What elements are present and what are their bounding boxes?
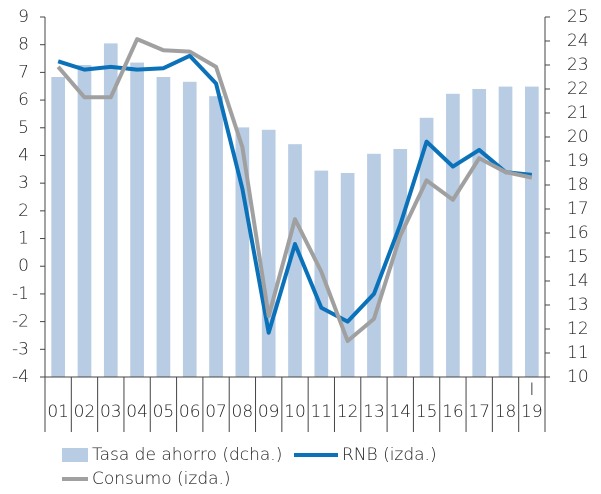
y-tick-label: -2 [12,312,29,332]
x-tick-label: 16 [442,402,464,422]
bar [182,81,197,378]
legend-label: Consumo (izda.) [92,469,231,489]
y-tick-label: 6 [18,90,29,110]
bar [209,96,223,377]
bar [525,86,539,377]
y2-tick-label: 19 [567,151,589,171]
legend-label: RNB (izda.) [342,445,437,465]
y-tick-label: 1 [18,229,29,249]
y2-tick-label: 20 [567,127,589,147]
x-tick-label: 17 [468,402,490,422]
y-tick-label: 7 [18,62,29,82]
x-tick-label: 04 [126,402,148,422]
x-tick-label: 18 [495,402,517,422]
y2-tick-label: 14 [567,271,589,291]
y2-tick-label: 18 [567,175,589,195]
bar [288,144,302,377]
x-tick-label: 09 [258,402,280,422]
legend-swatch [62,448,88,462]
x-tick-label: 10 [284,402,306,422]
y-tick-label: -1 [12,284,29,304]
y2-tick-label: 11 [567,343,589,363]
x-tick-label: 11 [310,402,332,422]
x-tick-label: 14 [389,402,411,422]
x-tick-label: I 19 [521,380,543,422]
x-tick-label: 08 [232,402,254,422]
y-tick-label: 5 [18,118,29,138]
y2-tick-label: 12 [567,319,589,339]
y-tick-label: 2 [18,201,29,221]
bar [393,149,408,377]
y2-tick-label: 10 [567,367,589,387]
bar [472,89,487,377]
x-tick-label: 03 [100,402,122,422]
bar [446,93,460,378]
y-tick-label: -3 [12,339,29,359]
y2-tick-label: 17 [567,199,589,219]
y-tick-label: 9 [18,7,29,27]
x-tick-label: 02 [74,402,96,422]
bar [498,86,513,377]
y-tick-label: 8 [18,35,29,55]
y-tick-label: 0 [18,256,29,276]
legend-label: Tasa de ahorro (dcha.) [92,445,282,465]
y2-tick-label: 16 [567,223,589,243]
line [56,37,533,343]
bar [103,43,118,378]
bar [130,62,144,377]
y-tick-label: 3 [18,173,29,193]
y-tick-label: -4 [12,367,29,387]
x-tick-label: 07 [205,402,227,422]
y2-tick-label: 25 [567,7,589,27]
y2-tick-label: 13 [567,295,589,315]
x-tick-label: 01 [47,402,69,422]
y2-tick-label: 22 [567,79,589,99]
y2-tick-label: 21 [567,103,589,123]
bar [51,77,65,377]
x-tick-label: 05 [153,402,175,422]
bar [261,129,276,377]
bar [235,127,250,378]
bar [367,153,381,377]
x-tick-label: 06 [179,402,201,422]
bar [77,65,92,377]
y2-tick-label: 24 [567,31,589,51]
line [57,53,533,335]
y-tick-label: 4 [18,145,29,165]
bar [156,77,171,377]
x-tick-label: 13 [363,402,385,422]
y2-tick-label: 23 [567,55,589,75]
x-tick-label: 12 [337,402,359,422]
y2-tick-label: 15 [567,247,589,267]
bar [340,173,355,377]
x-tick-label: 15 [416,402,438,422]
